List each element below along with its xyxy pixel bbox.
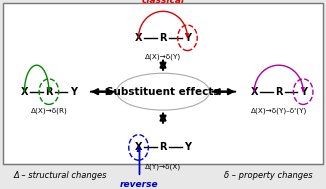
Ellipse shape xyxy=(117,69,209,106)
Text: classical: classical xyxy=(141,0,185,5)
Text: reverse: reverse xyxy=(119,180,158,189)
Text: R: R xyxy=(159,33,167,43)
Text: R: R xyxy=(45,87,53,97)
Ellipse shape xyxy=(117,75,209,105)
Text: X: X xyxy=(21,87,28,97)
Text: Y: Y xyxy=(70,87,77,97)
Ellipse shape xyxy=(117,71,209,106)
Text: X: X xyxy=(135,143,142,152)
Text: Δ(X)→δ(R): Δ(X)→δ(R) xyxy=(31,107,67,114)
Text: R: R xyxy=(159,143,167,152)
FancyBboxPatch shape xyxy=(3,3,323,164)
Text: δ – property changes: δ – property changes xyxy=(224,171,313,180)
Ellipse shape xyxy=(117,77,209,105)
Text: Δ(X)→δ(Y)–δ'(Y): Δ(X)→δ(Y)–δ'(Y) xyxy=(251,107,307,114)
Text: X: X xyxy=(135,33,142,43)
Text: Δ(X)→δ(Y): Δ(X)→δ(Y) xyxy=(145,53,181,60)
Text: Y: Y xyxy=(184,143,191,152)
Text: Δ – structural changes: Δ – structural changes xyxy=(13,171,107,180)
Text: Δ(Y)→δ(X): Δ(Y)→δ(X) xyxy=(145,163,181,170)
Ellipse shape xyxy=(117,79,209,105)
Ellipse shape xyxy=(117,73,209,106)
Text: Substituent effects: Substituent effects xyxy=(106,87,220,97)
Text: R: R xyxy=(275,87,283,97)
Text: Y: Y xyxy=(184,33,191,43)
Text: X: X xyxy=(250,87,258,97)
Text: Y: Y xyxy=(300,87,307,97)
